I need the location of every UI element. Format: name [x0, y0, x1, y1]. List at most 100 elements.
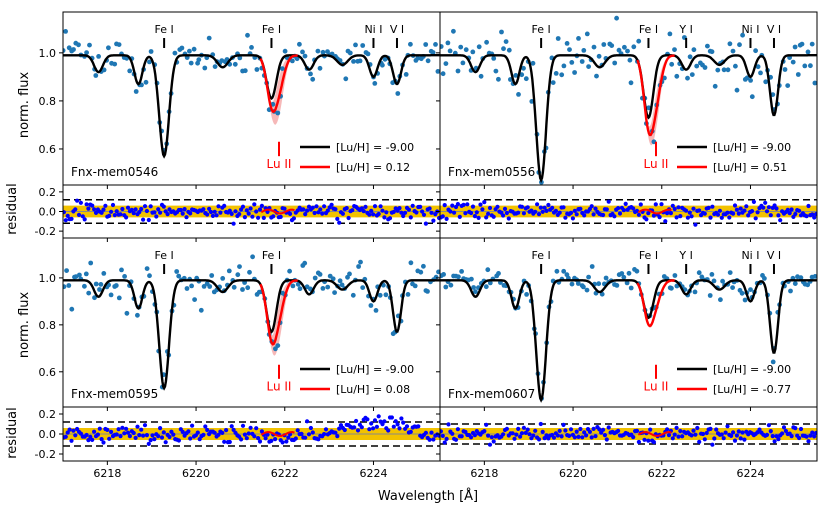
observed-flux-point [147, 59, 152, 65]
observed-flux-point [501, 46, 506, 52]
residual-point [431, 218, 436, 223]
observed-flux-point [733, 63, 738, 69]
residual-point [167, 434, 172, 440]
residual-point [657, 215, 662, 220]
observed-flux-point [325, 49, 330, 54]
observed-flux-point [455, 68, 461, 74]
residual-point [242, 215, 247, 220]
residual-point [546, 202, 551, 208]
residual-point [110, 202, 116, 208]
residual-point [305, 419, 310, 424]
residual-point [710, 442, 715, 447]
observed-flux-point [421, 263, 426, 269]
residual-point [567, 433, 572, 438]
residual-point [404, 424, 410, 429]
residual-point [346, 215, 351, 221]
residual-point [257, 207, 263, 212]
observed-flux-point [290, 283, 296, 289]
residual-red-line [260, 430, 295, 437]
residual-point [519, 431, 525, 436]
residual-point [631, 206, 636, 211]
model-line-best-lu [636, 54, 675, 137]
observed-flux-point [753, 48, 758, 54]
residual-point [156, 434, 161, 439]
residual-point [740, 430, 745, 435]
residual-point [663, 219, 668, 224]
residual-point [109, 209, 114, 214]
residual-point [604, 437, 609, 442]
residual-point [125, 205, 131, 210]
residual-point [601, 427, 606, 432]
observed-flux-point [621, 274, 627, 280]
residual-point [399, 416, 404, 421]
residual-point [572, 435, 577, 440]
observed-flux-point [458, 44, 464, 50]
residual-point [636, 212, 642, 217]
residual-point [114, 209, 119, 214]
line-id-label: Fe I [155, 249, 174, 262]
observed-flux-point [101, 271, 107, 276]
residual-point [742, 437, 747, 442]
residual-point [212, 209, 217, 214]
observed-flux-point [297, 41, 302, 47]
observed-flux-point [408, 260, 414, 266]
observed-flux-point [727, 270, 733, 275]
residual-point [469, 210, 474, 216]
residual-point [299, 431, 304, 436]
residual-point [672, 206, 677, 212]
observed-flux-point [516, 92, 521, 97]
residual-point [318, 207, 323, 212]
observed-flux-point [809, 41, 815, 47]
observed-flux-point [82, 283, 87, 289]
observed-flux-point [317, 65, 323, 71]
residual-point [201, 207, 206, 212]
residual-point [263, 436, 268, 441]
residual-point [269, 438, 274, 443]
residual-point [732, 203, 738, 208]
observed-flux-point [493, 68, 499, 74]
residual-point [142, 423, 148, 428]
residual-point [506, 216, 511, 221]
observed-flux-point [770, 359, 776, 365]
observed-flux-point [415, 55, 421, 61]
residual-point [146, 217, 151, 223]
x-tick-label: 6222 [648, 467, 676, 480]
residual-point [736, 429, 741, 434]
legend-entry: [Lu/H] = -9.00 [336, 363, 414, 376]
observed-flux-point [317, 272, 323, 277]
observed-flux-point [368, 303, 374, 308]
observed-flux-point [755, 64, 761, 70]
residual-point [757, 427, 762, 432]
residual-point [380, 208, 385, 213]
residual-point [369, 421, 374, 426]
residual-point [278, 214, 283, 219]
residual-point [484, 215, 489, 220]
residual-point [521, 211, 527, 216]
observed-flux-point [435, 69, 440, 74]
residual-point [421, 212, 427, 217]
residual-point [310, 205, 315, 210]
residual-point [67, 427, 72, 432]
observed-flux-point [727, 41, 733, 47]
residual-point [248, 425, 253, 430]
residual-point [693, 432, 698, 437]
observed-flux-point [691, 47, 697, 53]
observed-flux-point [499, 29, 504, 35]
observed-flux-point [572, 70, 577, 75]
residual-point [510, 431, 515, 436]
line-id-label: Y I [678, 249, 692, 262]
residual-point [139, 427, 144, 432]
observed-flux-point [496, 76, 501, 82]
residual-point [93, 210, 99, 215]
legend-entry: [Lu/H] = -0.77 [713, 383, 791, 396]
residual-point [361, 209, 366, 214]
observed-flux-point [191, 46, 197, 52]
model-line-best-lu [259, 54, 298, 114]
residual-point [806, 439, 811, 444]
residual-point [363, 204, 368, 209]
residual-point [257, 439, 263, 444]
line-id-label: V I [767, 23, 781, 36]
residual-point [252, 434, 257, 439]
residual-point [301, 207, 306, 212]
observed-flux-point [198, 307, 204, 313]
